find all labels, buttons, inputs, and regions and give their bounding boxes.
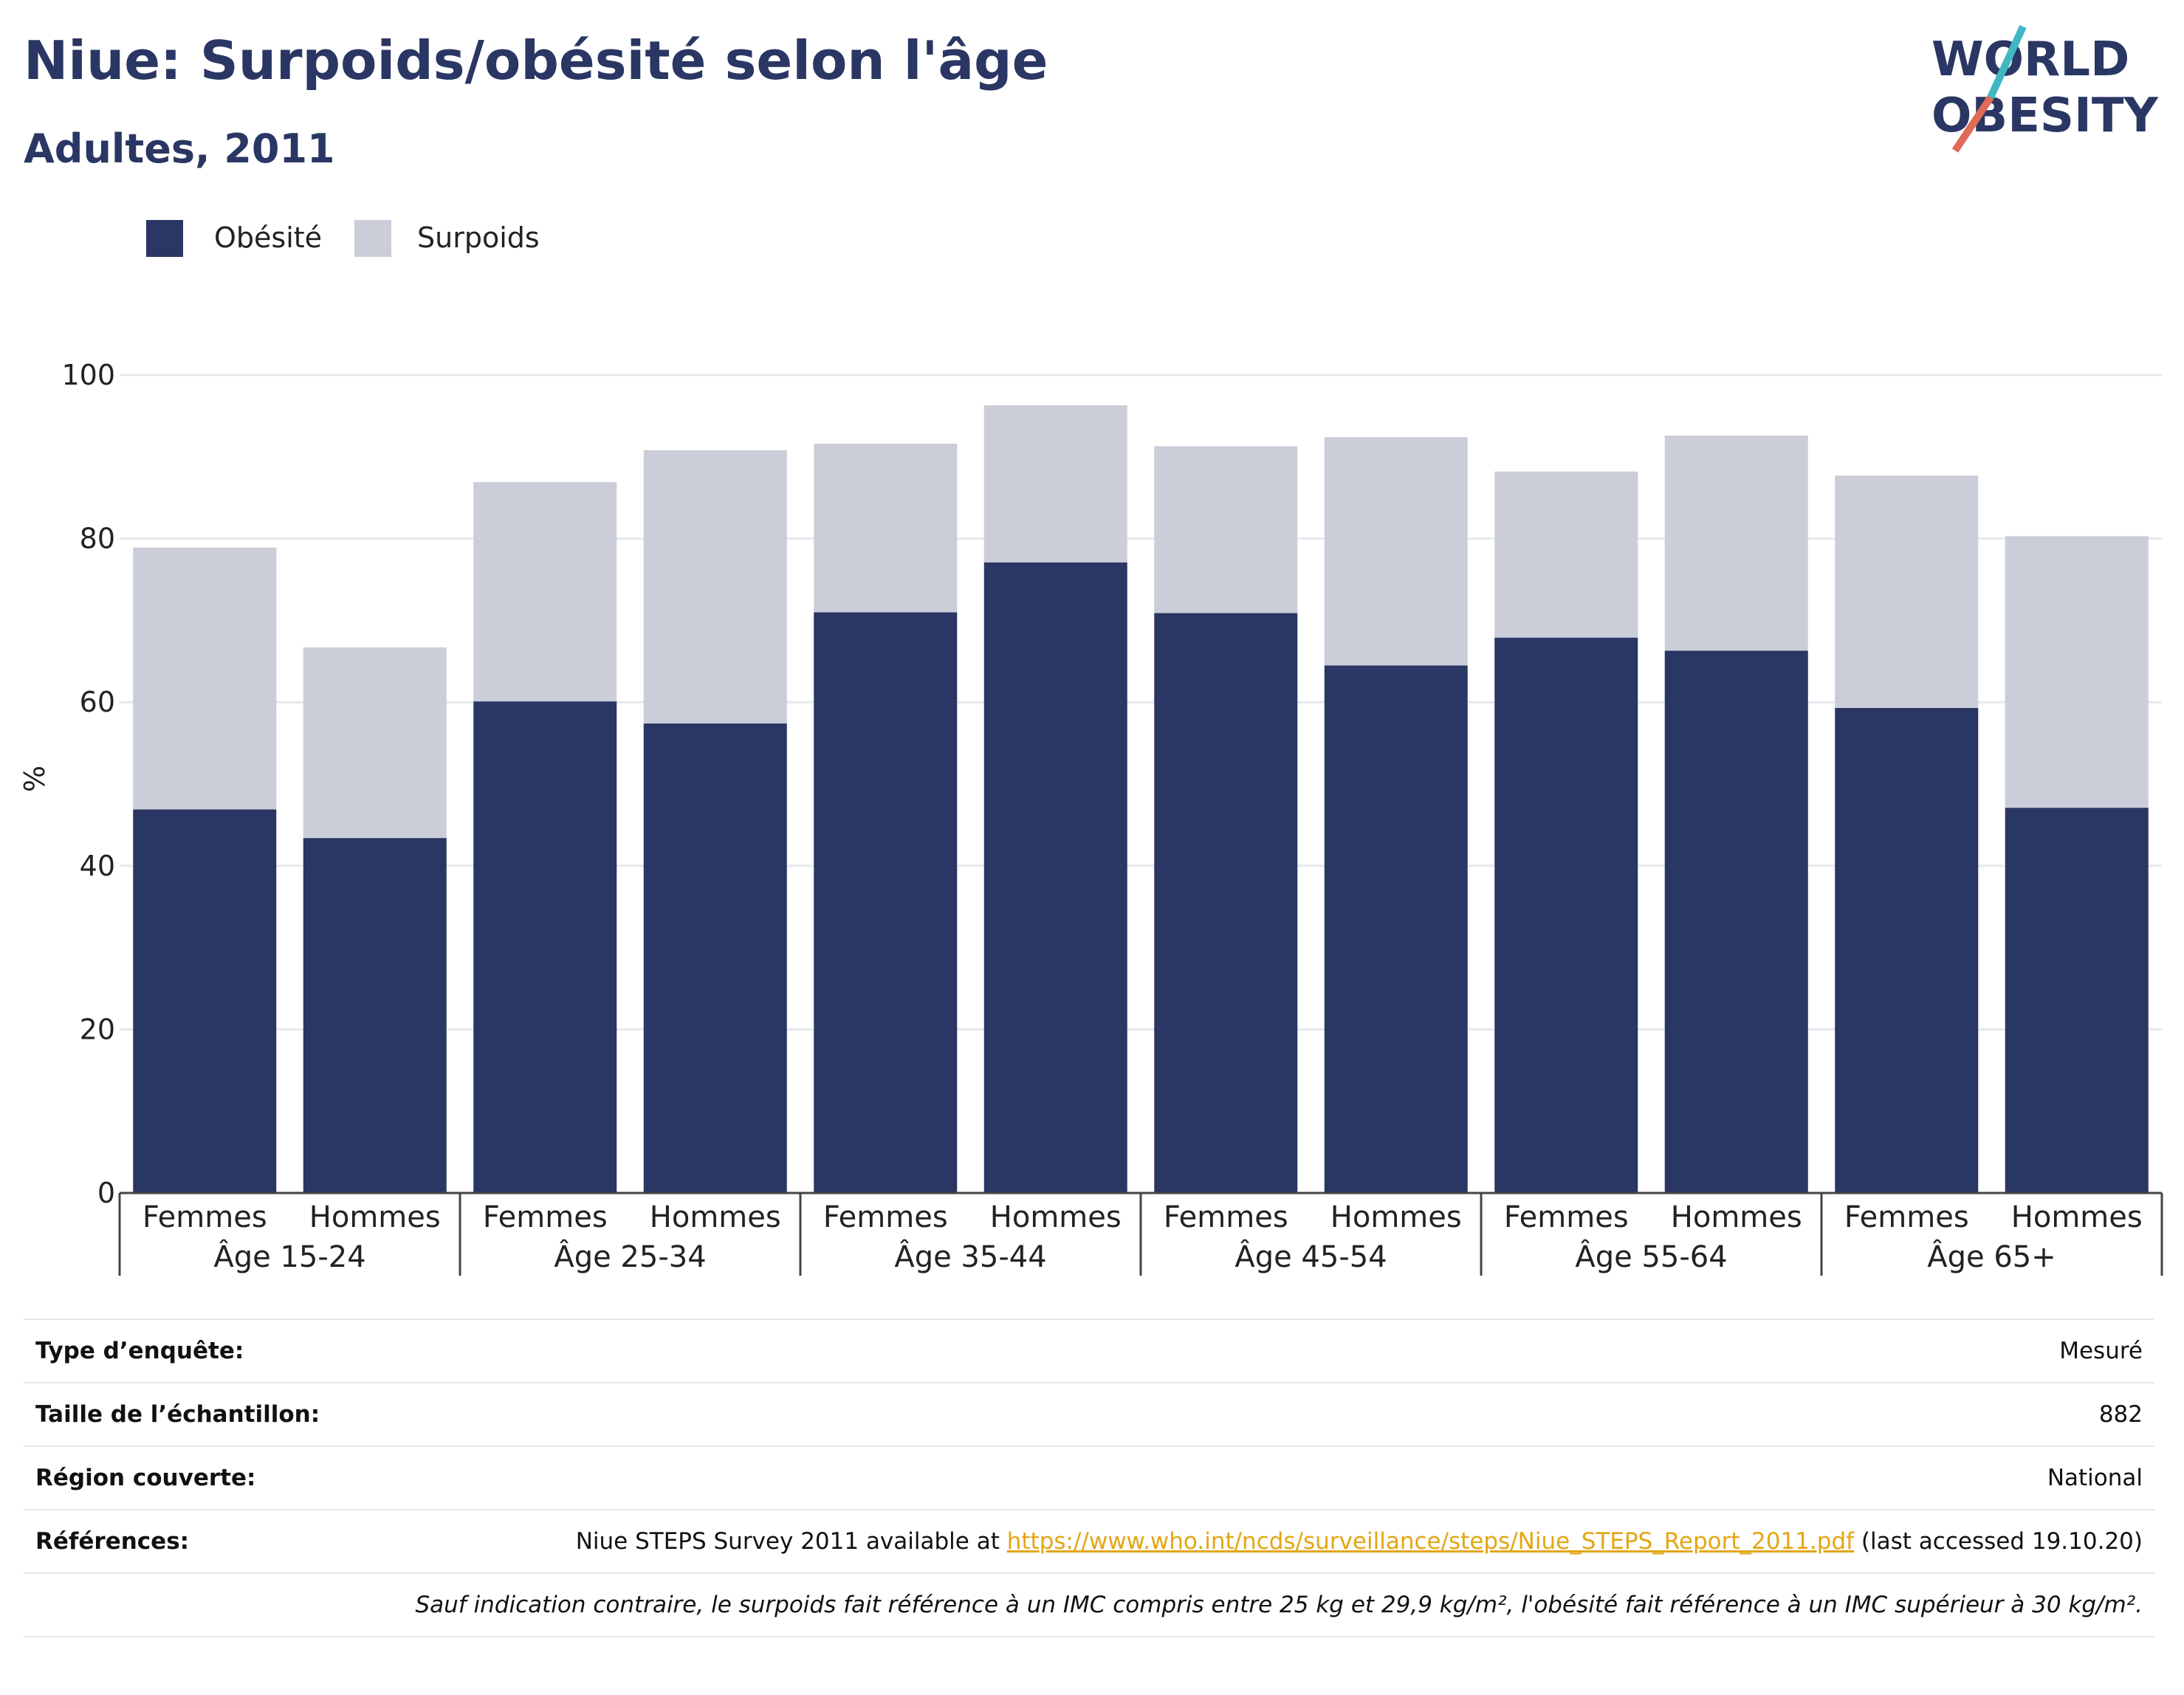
references-suffix: (last accessed 19.10.20) — [1861, 1528, 2143, 1555]
y-tick-label: 20 — [80, 1013, 115, 1045]
x-category-label: Hommes — [2011, 1200, 2143, 1234]
x-category-label: Hommes — [650, 1200, 781, 1234]
x-group-label: Âge 35-44 — [894, 1239, 1046, 1274]
x-group-label: Âge 45-54 — [1234, 1239, 1387, 1274]
x-category-label: Femmes — [1164, 1200, 1288, 1234]
bar-surpoids[interactable] — [1494, 471, 1638, 638]
bar-obesite[interactable] — [983, 562, 1127, 1193]
region-value: National — [527, 1445, 2154, 1510]
x-category-label: Femmes — [823, 1200, 948, 1234]
x-category-label: Hommes — [1671, 1200, 1802, 1234]
legend-swatch-surpoids — [354, 220, 391, 257]
bar-surpoids[interactable] — [983, 405, 1127, 563]
logo-text-world: WORLD — [1931, 32, 2129, 87]
sample-size-label: Taille de l’échantillon: — [24, 1382, 527, 1447]
references-value: Niue STEPS Survey 2011 available at http… — [527, 1509, 2154, 1574]
info-row-survey-type: Type d’enquête: Mesuré — [24, 1318, 2154, 1383]
bar-obesite[interactable] — [303, 838, 447, 1193]
x-group-label: Âge 15-24 — [213, 1239, 365, 1274]
bar-obesite[interactable] — [814, 612, 958, 1193]
info-row-sample-size: Taille de l’échantillon: 882 — [24, 1382, 2154, 1447]
bar-surpoids[interactable] — [1324, 437, 1468, 666]
bar-surpoids[interactable] — [133, 547, 277, 810]
legend-swatch-obesite — [146, 220, 183, 257]
sample-size-value: 882 — [527, 1382, 2154, 1447]
bar-obesite[interactable] — [473, 701, 617, 1193]
y-axis-ticks: 0 20 40 60 80 100 — [61, 359, 115, 1209]
bar-surpoids[interactable] — [2005, 536, 2149, 808]
x-category-label: Femmes — [483, 1200, 608, 1234]
x-category-label: Femmes — [142, 1200, 267, 1234]
legend-label-surpoids: Surpoids — [417, 221, 540, 254]
bar-obesite[interactable] — [2005, 808, 2149, 1193]
x-category-label: Femmes — [1504, 1200, 1629, 1234]
x-group-label: Âge 25-34 — [554, 1239, 706, 1274]
y-tick-label: 80 — [80, 523, 115, 555]
bar-surpoids[interactable] — [1154, 446, 1298, 613]
legend-label-obesite: Obésité — [214, 221, 323, 254]
bar-obesite[interactable] — [133, 809, 277, 1193]
references-label: Références: — [24, 1509, 527, 1574]
y-tick-label: 100 — [61, 359, 115, 391]
y-tick-label: 60 — [80, 686, 115, 718]
info-row-footnote: Sauf indication contraire, le surpoids f… — [24, 1572, 2154, 1637]
survey-type-label: Type d’enquête: — [24, 1318, 527, 1383]
chart-subtitle: Adultes, 2011 — [24, 126, 335, 172]
references-link[interactable]: https://www.who.int/ncds/surveillance/st… — [1006, 1528, 1855, 1555]
survey-type-value: Mesuré — [527, 1318, 2154, 1383]
references-prefix: Niue STEPS Survey 2011 available at — [575, 1528, 1000, 1555]
survey-info-table: Type d’enquête: Mesuré Taille de l’échan… — [24, 1318, 2154, 1637]
chart-title: Niue: Surpoids/obésité selon l'âge — [24, 30, 1048, 92]
bars — [133, 405, 2149, 1193]
x-category-label: Hommes — [309, 1200, 441, 1234]
bar-obesite[interactable] — [1664, 650, 1808, 1193]
logo-slash-coral — [1951, 95, 1994, 153]
bar-surpoids[interactable] — [303, 647, 447, 839]
x-axis: Femmes Hommes Femmes Hommes Femmes Hommes Femm… — [118, 1192, 2163, 1276]
region-label: Région couverte: — [24, 1445, 527, 1510]
bar-obesite[interactable] — [1324, 665, 1468, 1193]
logo-slash-teal — [1987, 24, 2027, 100]
info-row-references: Références: Niue STEPS Survey 2011 avail… — [24, 1509, 2154, 1574]
bar-obesite[interactable] — [643, 723, 787, 1193]
bar-surpoids[interactable] — [1835, 475, 1979, 708]
x-category-label: Femmes — [1844, 1200, 1969, 1234]
footnote: Sauf indication contraire, le surpoids f… — [24, 1572, 2154, 1637]
x-group-label: Âge 65+ — [1927, 1239, 2056, 1274]
x-category-label: Hommes — [1330, 1200, 1462, 1234]
info-row-region: Région couverte: National — [24, 1445, 2154, 1510]
bar-surpoids[interactable] — [473, 482, 617, 702]
x-group-label: Âge 55-64 — [1575, 1239, 1727, 1274]
y-axis-label: % — [18, 766, 51, 792]
bar-surpoids[interactable] — [643, 450, 787, 724]
y-tick-label: 40 — [80, 850, 115, 882]
bar-obesite[interactable] — [1835, 707, 1979, 1193]
world-obesity-logo: WORLD OBESITY — [1931, 24, 2158, 153]
bar-obesite[interactable] — [1154, 613, 1298, 1193]
bar-obesite[interactable] — [1494, 637, 1638, 1193]
bar-surpoids[interactable] — [1664, 435, 1808, 651]
y-tick-label: 0 — [97, 1177, 115, 1209]
x-category-label: Hommes — [990, 1200, 1122, 1234]
bar-surpoids[interactable] — [814, 444, 958, 613]
